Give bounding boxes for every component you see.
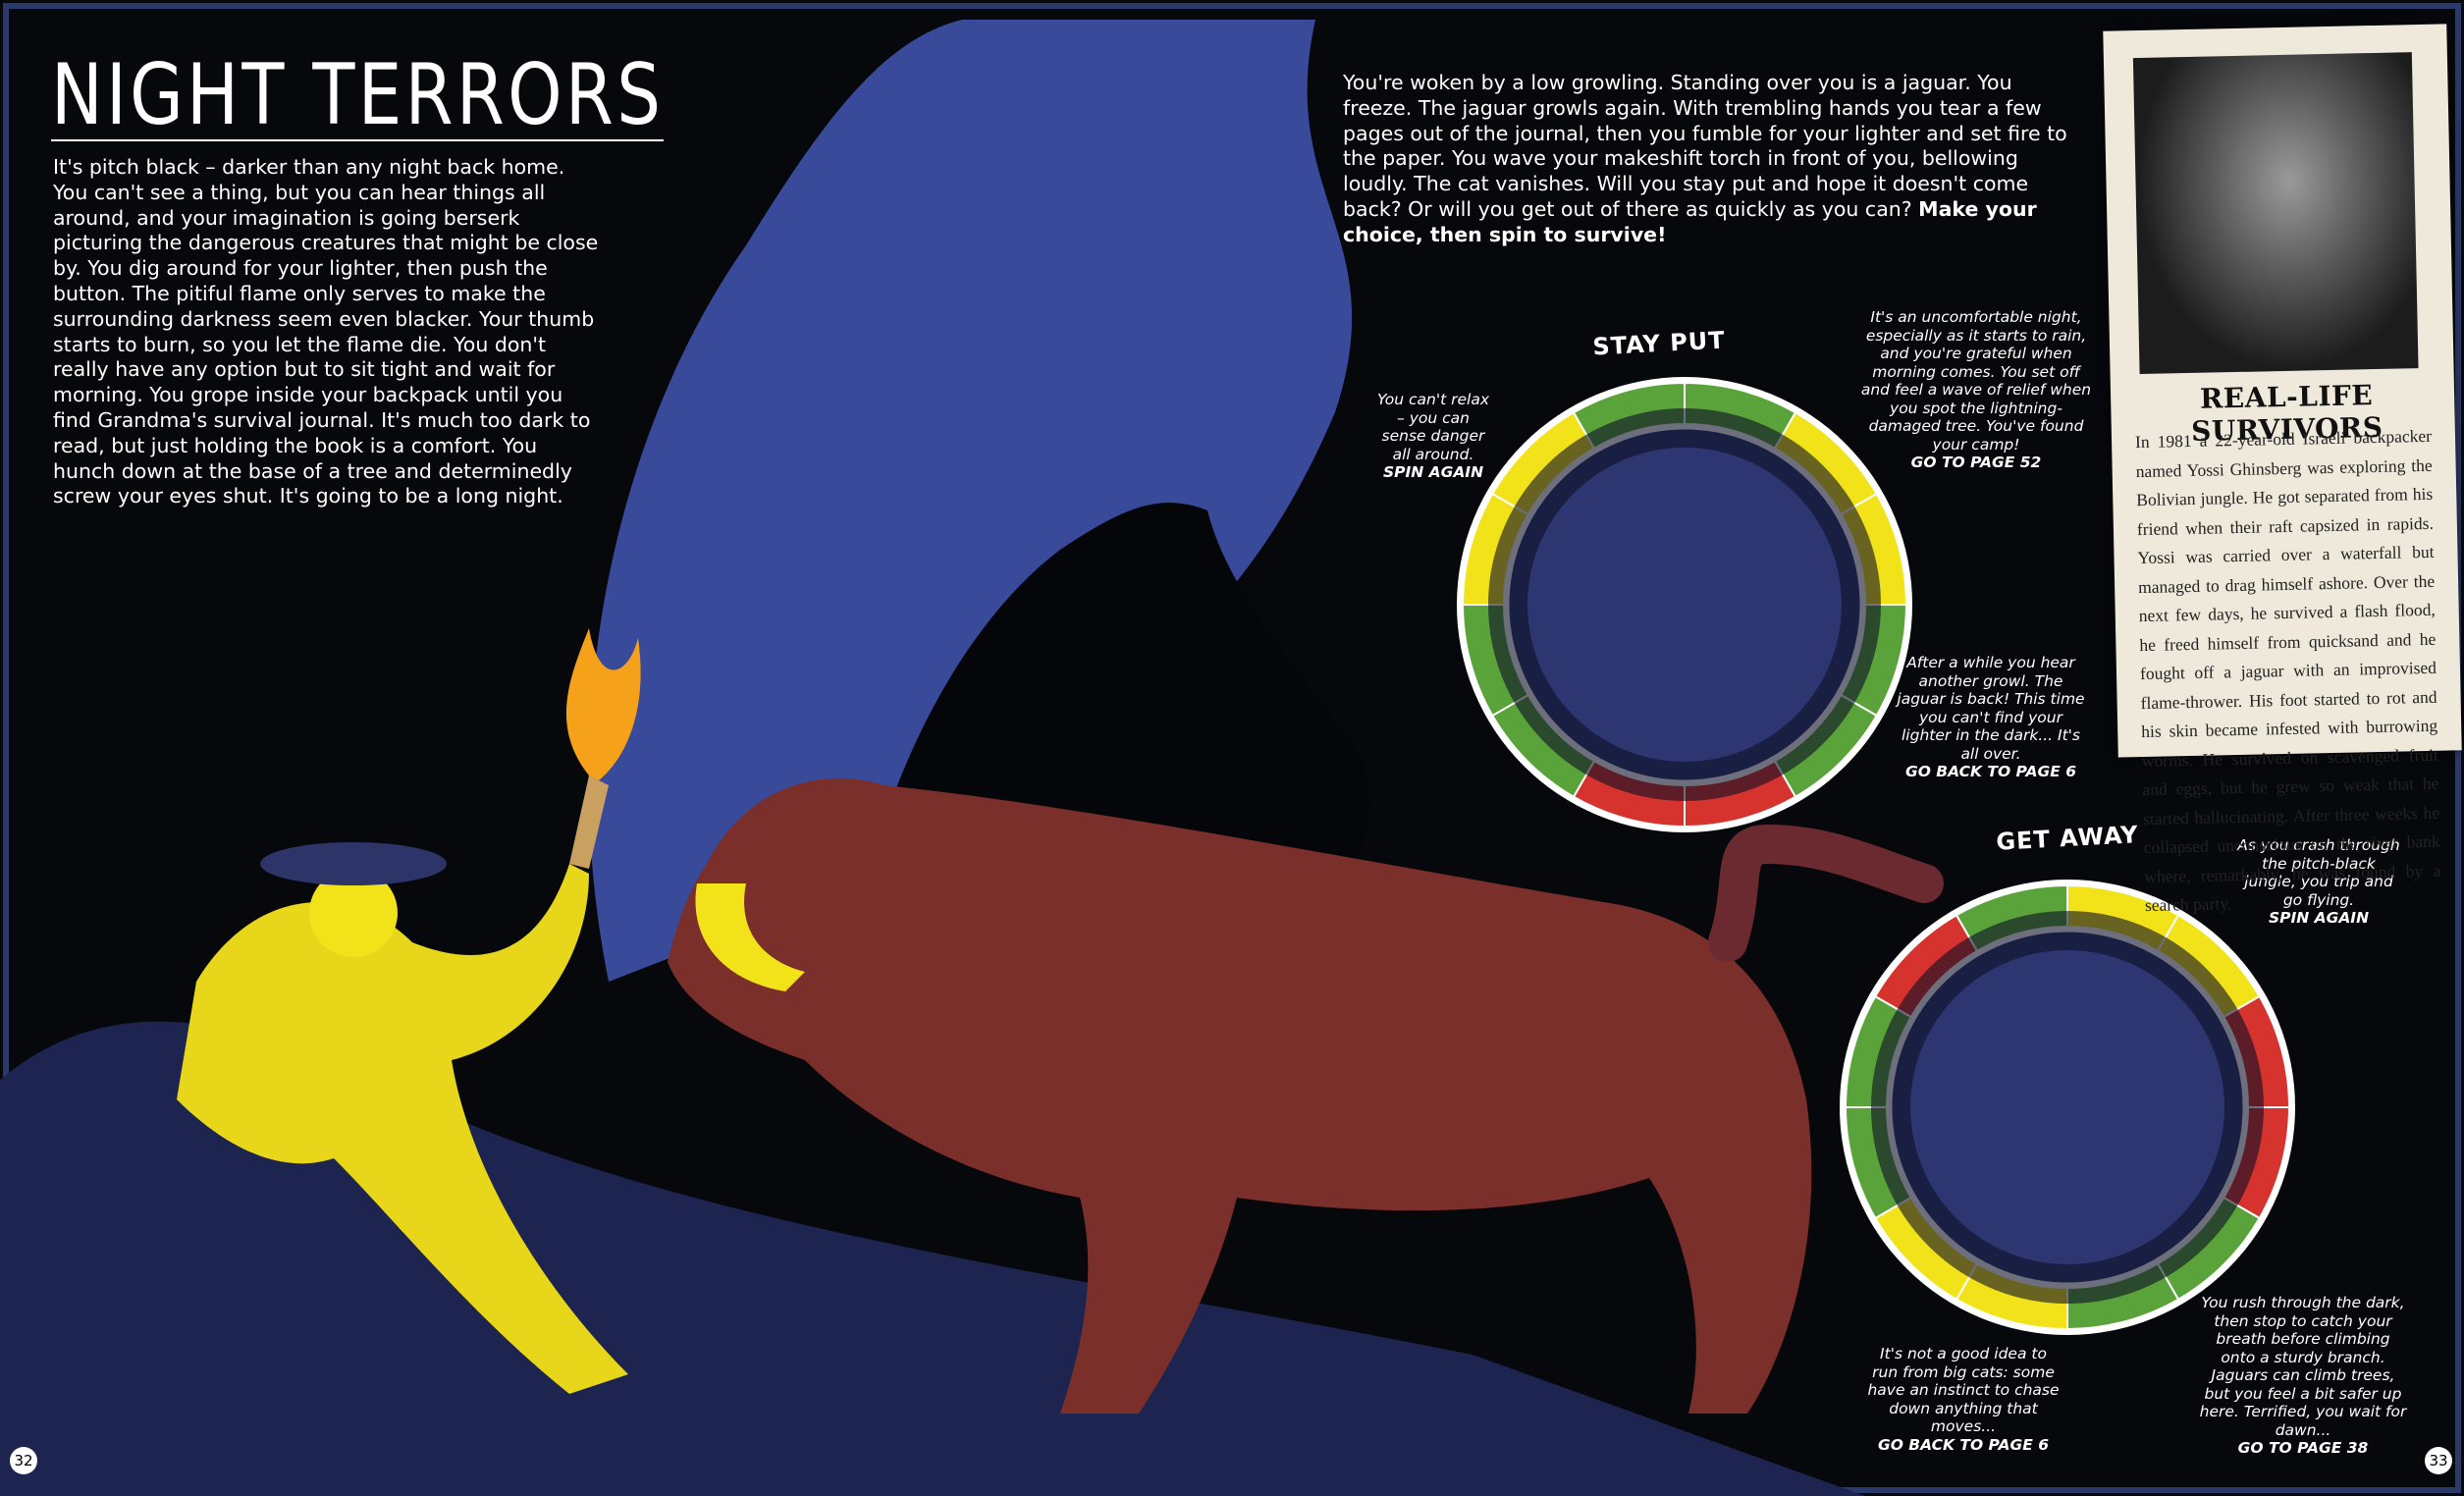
flame (565, 628, 641, 780)
intro-text: It's pitch black – darker than any night… (53, 155, 599, 508)
night-sky (588, 20, 1353, 982)
outcome: You rush through the dark, then stop to … (2198, 1294, 2409, 1458)
story-body: You're woken by a low growling. Standing… (1343, 71, 2067, 221)
explorer-head (309, 869, 398, 957)
outcome-text: After a while you hear another growl. Th… (1897, 654, 2085, 763)
title: NIGHT TERRORS (51, 46, 665, 144)
outcome-text: You rush through the dark, then stop to … (2199, 1294, 2407, 1439)
wheel-scene-shade (1488, 408, 1881, 801)
spinner-wheels (1457, 377, 2295, 1335)
story-text: You're woken by a low growling. Standing… (1343, 71, 2069, 248)
outcome: As you crash through the pitch-black jun… (2235, 836, 2402, 928)
sidebar-card: REAL-LIFE SURVIVORS In 1981 a 22-year-ol… (2103, 24, 2462, 915)
outcome-action: SPIN AGAIN (1382, 463, 1484, 481)
jaguar-highlight (695, 883, 805, 991)
sidebar-body: In 1981 a 22-year-old Israeli backpacker… (2134, 425, 2441, 916)
jaguar (668, 777, 1812, 1414)
outcome: It's an uncomfortable night, especially … (1858, 308, 2094, 472)
outcome-action: GO TO PAGE 38 (2237, 1439, 2369, 1457)
outcome-text: You can't relax – you can sense danger a… (1377, 391, 1489, 463)
page-number: 33 (2425, 1447, 2452, 1474)
outcome-text: As you crash through the pitch-black jun… (2237, 836, 2400, 909)
wheel-scene-shade (1871, 911, 2264, 1304)
outcome: You can't relax – you can sense danger a… (1374, 391, 1492, 482)
outcome: It's not a good idea to run from big cat… (1865, 1345, 2062, 1454)
outcome-text: It's not a good idea to run from big cat… (1867, 1345, 2060, 1435)
outcome-action: GO TO PAGE 52 (1910, 454, 2042, 471)
outcome-text: It's an uncomfortable night, especially … (1860, 308, 2092, 454)
torch (569, 775, 609, 869)
outcome-action: SPIN AGAIN (2268, 909, 2370, 927)
jaguar-tail (1708, 824, 1944, 962)
explorer-hat (260, 842, 447, 885)
outcome-action: GO BACK TO PAGE 6 (1878, 1435, 2049, 1454)
outcome: After a while you hear another growl. Th… (1893, 654, 2089, 781)
outcome-action: GO BACK TO PAGE 6 (1905, 763, 2076, 780)
page-number: 32 (10, 1447, 37, 1474)
explorer (177, 864, 628, 1394)
story-call: Make your choice, then spin to survive! (1343, 196, 2037, 246)
survivor-photo (2132, 52, 2419, 375)
